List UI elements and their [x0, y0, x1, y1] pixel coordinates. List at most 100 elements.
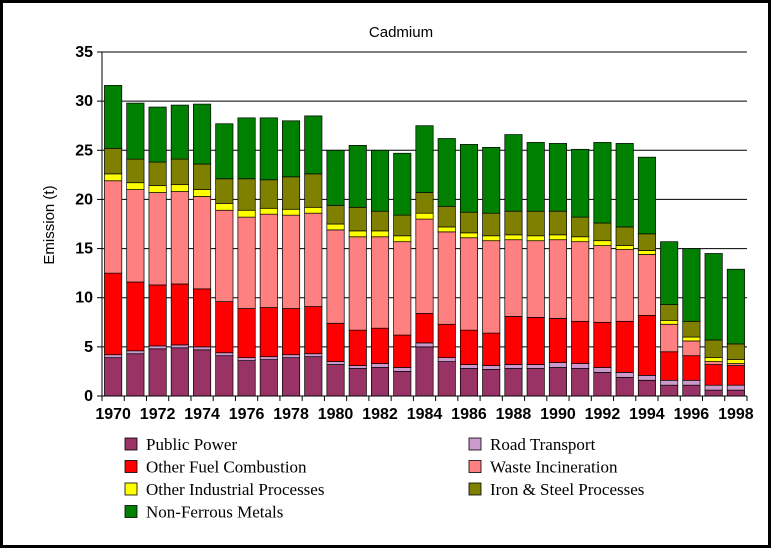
legend-swatch: [124, 482, 138, 496]
bar-segment: [637, 254, 656, 316]
bar-segment: [393, 235, 412, 243]
x-tick-label: 1992: [585, 406, 621, 423]
bar-segment: [237, 117, 256, 180]
bar-segment: [660, 384, 679, 397]
bar-segment: [393, 241, 412, 336]
bar-segment: [615, 372, 634, 378]
y-tick-label: 15: [75, 241, 93, 258]
bar-segment: [660, 351, 679, 381]
bar-segment: [637, 156, 656, 235]
bar-segment: [459, 368, 479, 397]
bar-segment: [370, 367, 390, 397]
bar-segment: [370, 236, 390, 329]
bar-segment: [259, 179, 278, 209]
bar-segment: [237, 360, 256, 397]
bar-segment: [637, 250, 656, 255]
bar-segment: [526, 364, 545, 369]
y-axis-label: Emission (t): [41, 185, 58, 264]
bar-segment: [148, 348, 167, 397]
bar-segment: [482, 146, 501, 214]
bar-segment: [548, 239, 567, 319]
bar-segment: [593, 372, 612, 397]
y-tick-label: 25: [75, 142, 93, 159]
chart-frame: Cadmium 0 5 10 15 20 25 30 35 1970 1972 1974 1976 1…: [3, 3, 768, 545]
y-tick-label: 5: [84, 339, 93, 356]
bar-segment: [193, 346, 212, 351]
x-tick-label: 1996: [674, 406, 710, 423]
legend-swatch: [468, 482, 482, 496]
bar-segment: [148, 284, 167, 347]
bar-segment: [282, 214, 301, 309]
bar-segment: [104, 357, 123, 397]
bar-segment: [504, 134, 523, 212]
bar-segment: [237, 178, 256, 211]
legend-swatch: [468, 437, 482, 451]
bar-segment: [459, 364, 479, 369]
bar-segment: [482, 240, 501, 334]
bar-segment: [348, 230, 367, 238]
bar-segment: [660, 241, 679, 305]
bar-segment: [259, 359, 278, 397]
bar-segment: [615, 320, 634, 373]
bar-segment: [571, 241, 590, 322]
bar-segment: [504, 234, 523, 241]
bar-segment: [682, 379, 701, 386]
bar-segment: [615, 226, 634, 246]
bar-segment: [571, 216, 590, 238]
bar-segment: [548, 362, 567, 368]
bar-segment: [237, 209, 256, 218]
bar-segment: [593, 240, 612, 246]
bar-segment: [126, 281, 145, 352]
bar-segment: [637, 233, 656, 251]
bar-segment: [437, 361, 456, 397]
legend-swatch: [468, 460, 482, 473]
bar-segment: [393, 334, 412, 368]
bar-segment: [571, 320, 590, 364]
bar-segment: [593, 321, 612, 368]
bar-segment: [637, 315, 656, 376]
legend-swatch: [124, 437, 138, 451]
bar-segment: [704, 364, 723, 386]
bar-segment: [370, 363, 390, 368]
bar-segment: [326, 322, 345, 362]
bar-segment: [571, 368, 590, 397]
bar-segment: [215, 123, 234, 180]
bar-segment: [504, 316, 523, 365]
bar-segment: [126, 189, 145, 283]
bar-segment: [148, 185, 167, 193]
bar-segment: [304, 356, 323, 397]
bar-segment: [104, 173, 123, 182]
bar-segment: [104, 180, 123, 274]
bar-segment: [548, 143, 567, 212]
bar-segment: [437, 226, 456, 233]
bar-segment: [193, 163, 212, 190]
bar-segment: [193, 196, 212, 290]
bar-segment: [482, 332, 501, 366]
bar-segment: [126, 350, 145, 355]
bar-segment: [482, 235, 501, 242]
y-tick-label: 20: [75, 191, 93, 208]
bar-segment: [593, 245, 612, 323]
bar-segment: [482, 365, 501, 370]
bar-segment: [215, 301, 234, 354]
bar-segment: [726, 389, 745, 397]
bar-segment: [126, 158, 145, 184]
bar-segment: [148, 106, 167, 163]
bar-segment: [215, 209, 234, 302]
bar-segment: [348, 206, 367, 232]
bar-segment: [459, 211, 479, 234]
x-tick-label: 1984: [407, 406, 443, 423]
bar-segment: [326, 229, 345, 324]
bar-segment: [237, 216, 256, 309]
y-tick-label: 10: [75, 290, 93, 307]
bar-segment: [504, 239, 523, 317]
bar-segment: [170, 191, 189, 285]
bar-segment: [437, 205, 456, 228]
legend-label: Waste Incineration: [490, 458, 618, 477]
bar-segment: [104, 85, 123, 149]
x-tick-label: 1982: [362, 406, 398, 423]
bar-segment: [415, 192, 434, 214]
bar-segment: [326, 149, 345, 206]
bar-segment: [304, 173, 323, 208]
bar-segment: [660, 319, 679, 325]
